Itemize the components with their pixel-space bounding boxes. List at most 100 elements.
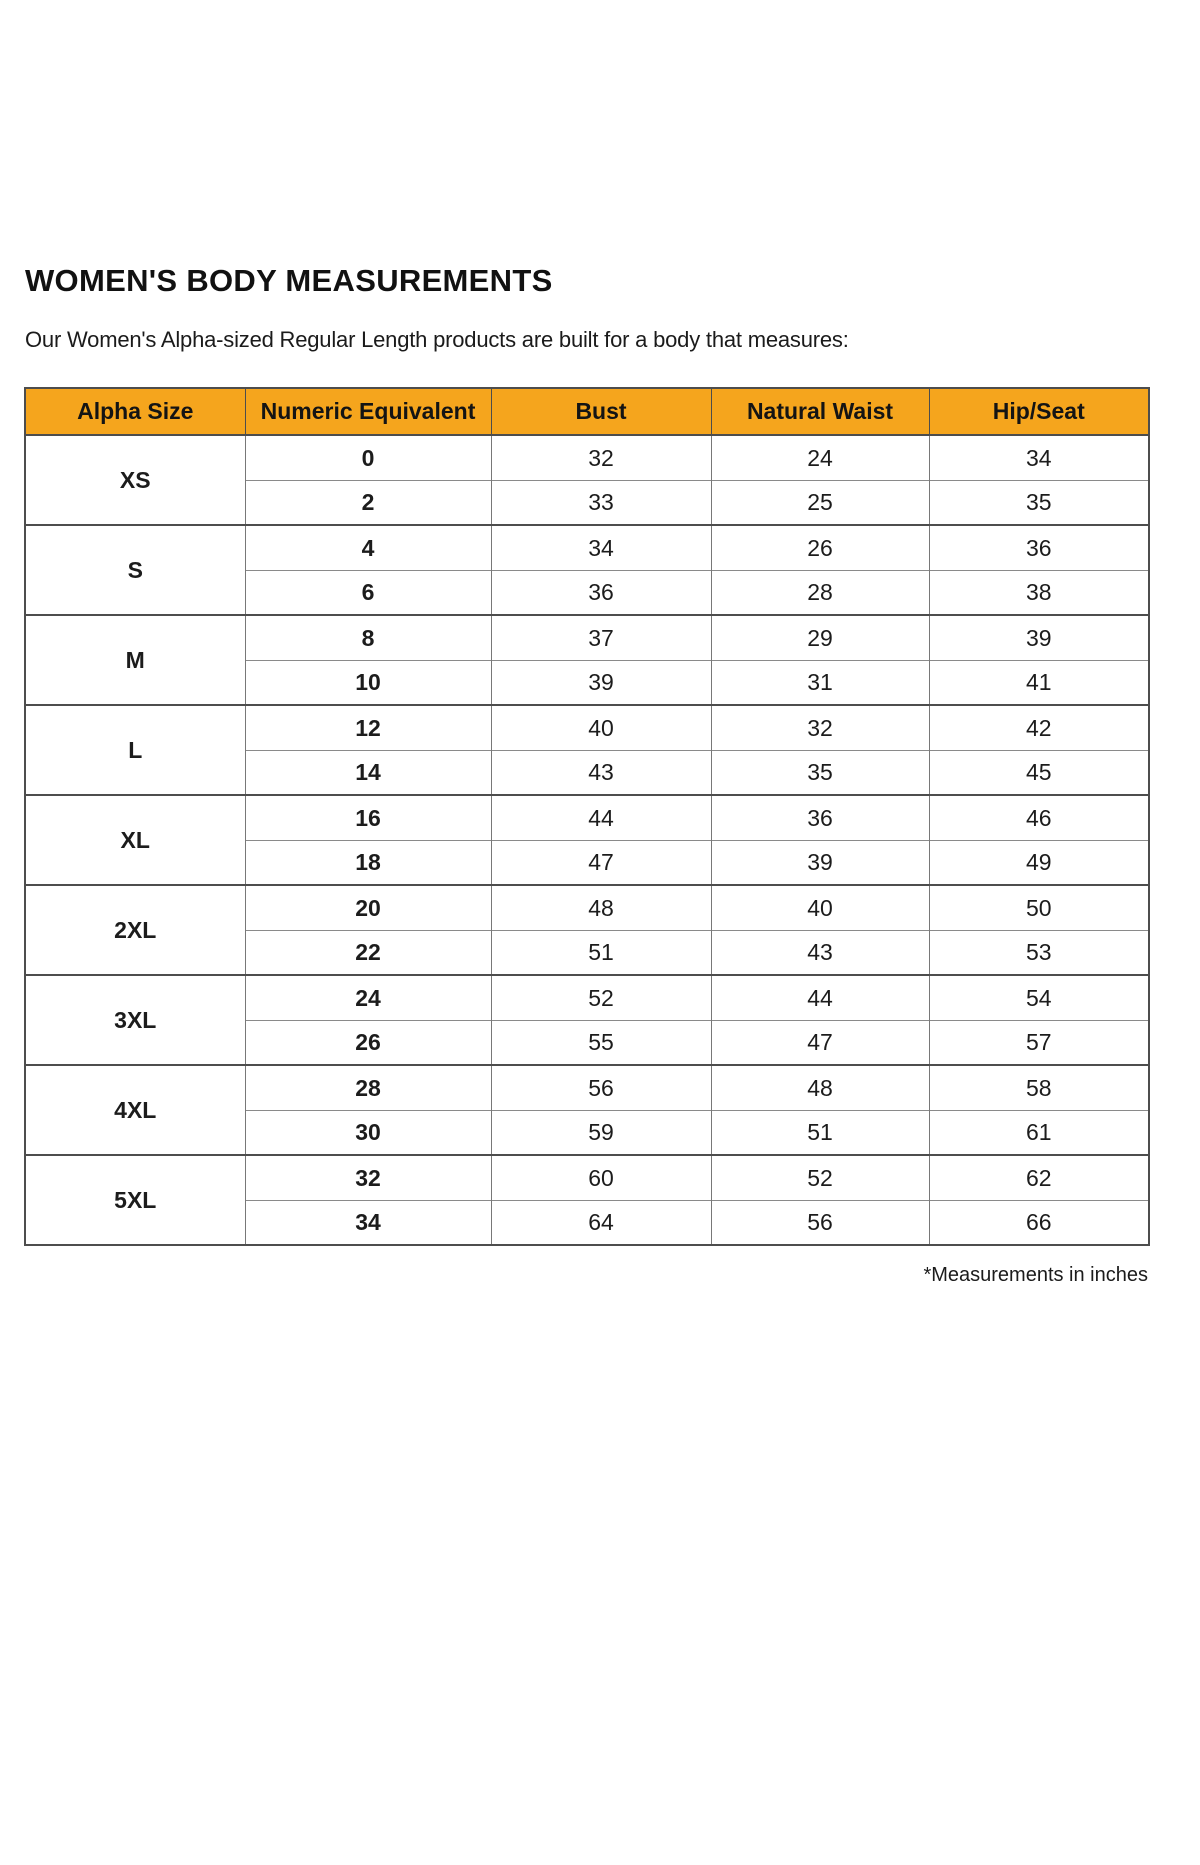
numeric-cell: 0 (244, 434, 492, 481)
bust-cell: 32 (490, 434, 712, 481)
alpha-size-cell: 4XL (24, 1064, 246, 1156)
numeric-cell: 20 (244, 884, 492, 931)
body-measurements-table: Alpha Size Numeric Equivalent Bust Natural … (24, 387, 1150, 1247)
alpha-size-cell: 3XL (24, 974, 246, 1066)
hip-cell: 49 (928, 839, 1150, 886)
table-row: M 8 37 29 39 (24, 614, 1150, 706)
waist-cell: 48 (710, 1064, 930, 1111)
hip-cell: 41 (928, 659, 1150, 706)
table-row: XL 16 44 36 46 (24, 794, 1150, 886)
hip-cell: 50 (928, 884, 1150, 931)
hip-cell: 57 (928, 1019, 1150, 1066)
alpha-size-cell: 2XL (24, 884, 246, 976)
table-row: 6 36 28 38 (25, 569, 1150, 616)
numeric-cell: 8 (244, 614, 492, 661)
numeric-cell: 4 (244, 524, 492, 571)
hip-cell: 34 (928, 434, 1150, 481)
hip-cell: 35 (928, 479, 1150, 526)
table-row: 26 55 47 57 (25, 1019, 1150, 1066)
numeric-cell: 26 (244, 1019, 492, 1066)
table-row: 5XL 32 60 52 62 (24, 1154, 1150, 1246)
waist-cell: 35 (710, 749, 930, 796)
alpha-size-cell: S (24, 524, 246, 616)
bust-cell: 33 (490, 479, 712, 526)
column-header-alpha-size: Alpha Size (24, 387, 246, 437)
numeric-cell: 6 (244, 569, 492, 616)
numeric-cell: 22 (244, 929, 492, 976)
waist-cell: 31 (710, 659, 930, 706)
table-row: 4XL 28 56 48 58 (24, 1064, 1150, 1156)
bust-cell: 56 (490, 1064, 712, 1111)
hip-cell: 36 (928, 524, 1150, 571)
alpha-size-cell: XS (24, 434, 246, 526)
waist-cell: 56 (710, 1199, 930, 1246)
bust-cell: 43 (490, 749, 712, 796)
table-row: 34 64 56 66 (25, 1199, 1150, 1246)
numeric-cell: 34 (244, 1199, 492, 1246)
bust-cell: 36 (490, 569, 712, 616)
waist-cell: 39 (710, 839, 930, 886)
hip-cell: 62 (928, 1154, 1150, 1201)
hip-cell: 58 (928, 1064, 1150, 1111)
numeric-cell: 2 (244, 479, 492, 526)
bust-cell: 44 (490, 794, 712, 841)
bust-cell: 37 (490, 614, 712, 661)
table-row: 14 43 35 45 (25, 749, 1150, 796)
column-header-numeric-equivalent: Numeric Equivalent (244, 387, 492, 437)
hip-cell: 66 (928, 1199, 1150, 1246)
table-row: 3XL 24 52 44 54 (24, 974, 1150, 1066)
hip-cell: 45 (928, 749, 1150, 796)
table-row: L 12 40 32 42 (24, 704, 1150, 796)
waist-cell: 51 (710, 1109, 930, 1156)
alpha-size-cell: L (24, 704, 246, 796)
numeric-cell: 16 (244, 794, 492, 841)
numeric-cell: 12 (244, 704, 492, 751)
numeric-cell: 10 (244, 659, 492, 706)
waist-cell: 26 (710, 524, 930, 571)
table-row: XS 0 32 24 34 (24, 434, 1150, 526)
column-header-bust: Bust (490, 387, 712, 437)
hip-cell: 46 (928, 794, 1150, 841)
numeric-cell: 30 (244, 1109, 492, 1156)
waist-cell: 25 (710, 479, 930, 526)
bust-cell: 51 (490, 929, 712, 976)
waist-cell: 28 (710, 569, 930, 616)
table-row: 2 33 25 35 (25, 479, 1150, 526)
bust-cell: 34 (490, 524, 712, 571)
bust-cell: 40 (490, 704, 712, 751)
waist-cell: 24 (710, 434, 930, 481)
bust-cell: 48 (490, 884, 712, 931)
hip-cell: 61 (928, 1109, 1150, 1156)
table-row: 22 51 43 53 (25, 929, 1150, 976)
waist-cell: 40 (710, 884, 930, 931)
table-row: 18 47 39 49 (25, 839, 1150, 886)
waist-cell: 43 (710, 929, 930, 976)
waist-cell: 29 (710, 614, 930, 661)
bust-cell: 59 (490, 1109, 712, 1156)
waist-cell: 32 (710, 704, 930, 751)
page-title: WOMEN'S BODY MEASUREMENTS (25, 263, 553, 298)
numeric-cell: 18 (244, 839, 492, 886)
alpha-size-cell: M (24, 614, 246, 706)
bust-cell: 39 (490, 659, 712, 706)
bust-cell: 64 (490, 1199, 712, 1246)
table-row: S 4 34 26 36 (24, 524, 1150, 616)
waist-cell: 36 (710, 794, 930, 841)
hip-cell: 38 (928, 569, 1150, 616)
hip-cell: 39 (928, 614, 1150, 661)
numeric-cell: 32 (244, 1154, 492, 1201)
numeric-cell: 14 (244, 749, 492, 796)
numeric-cell: 24 (244, 974, 492, 1021)
table-row: 30 59 51 61 (25, 1109, 1150, 1156)
alpha-size-cell: 5XL (24, 1154, 246, 1246)
numeric-cell: 28 (244, 1064, 492, 1111)
alpha-size-cell: XL (24, 794, 246, 886)
bust-cell: 55 (490, 1019, 712, 1066)
waist-cell: 52 (710, 1154, 930, 1201)
column-header-natural-waist: Natural Waist (710, 387, 930, 437)
table-header-row: Alpha Size Numeric Equivalent Bust Natural … (24, 387, 1150, 437)
waist-cell: 47 (710, 1019, 930, 1066)
bust-cell: 52 (490, 974, 712, 1021)
table-row: 10 39 31 41 (25, 659, 1150, 706)
hip-cell: 54 (928, 974, 1150, 1021)
